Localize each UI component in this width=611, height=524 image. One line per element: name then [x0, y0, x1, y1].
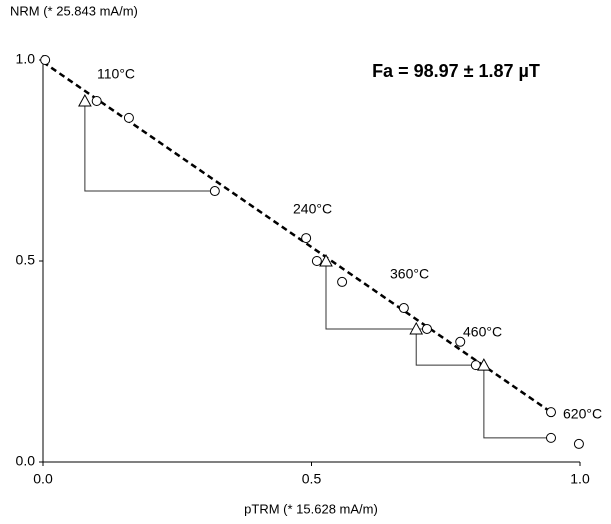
check-point: [477, 358, 491, 371]
data-point: [40, 55, 51, 65]
data-point: [455, 336, 466, 347]
x-tick-label: 1.0: [570, 471, 590, 487]
y-tick-label: 1.0: [16, 51, 36, 67]
check-line: [325, 261, 427, 330]
annotation: Fa = 98.97 ± 1.87 µT: [372, 61, 540, 81]
check-line: [483, 365, 552, 439]
fit-line: [42, 60, 552, 414]
temperature-label: 460°C: [463, 324, 502, 340]
check-line: [415, 328, 476, 366]
data-point: [421, 323, 432, 334]
data-point: [301, 233, 312, 244]
data-point: [91, 96, 102, 107]
y-axis-label: NRM (* 25.843 mA/m): [10, 3, 138, 18]
check-point: [409, 321, 424, 335]
x-tick-label: 0.0: [33, 471, 53, 487]
y-tick-label: 0.0: [16, 453, 36, 469]
data-point: [123, 112, 134, 123]
data-point: [337, 276, 348, 287]
temperature-label: 240°C: [293, 201, 332, 217]
data-point: [546, 407, 557, 418]
check-point: [319, 253, 333, 267]
data-point: [311, 256, 322, 266]
temperature-label: 110°C: [97, 66, 135, 82]
x-tick-label: 0.5: [302, 471, 322, 487]
data-point: [573, 438, 584, 449]
data-point: [209, 186, 220, 197]
check-line: [84, 101, 215, 192]
x-axis-label: pTRM (* 15.628 mA/m): [244, 501, 378, 516]
y-tick-label: 0.5: [16, 252, 36, 268]
temperature-label: 360°C: [390, 266, 429, 282]
check-point: [78, 93, 92, 107]
data-point: [546, 432, 557, 443]
data-point: [398, 303, 409, 314]
temperature-label: 620°C: [563, 406, 602, 422]
